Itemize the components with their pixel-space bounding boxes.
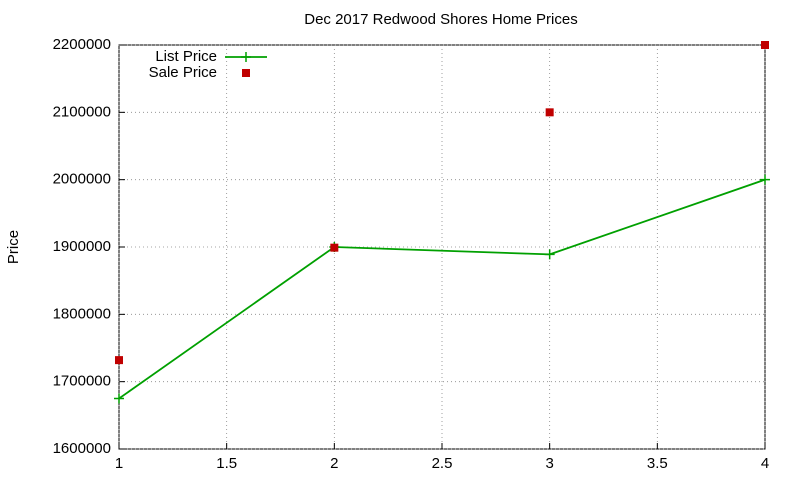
legend-label: Sale Price [149, 64, 217, 81]
legend-marker [241, 52, 251, 62]
x-tick-label: 1 [115, 455, 123, 472]
x-tick-label: 3.5 [647, 455, 668, 472]
x-tick-label: 3 [545, 455, 553, 472]
x-tick-label: 4 [761, 455, 769, 472]
y-tick-label: 2000000 [53, 171, 111, 188]
data-point [115, 356, 123, 365]
y-axis-label: Price [5, 230, 22, 264]
x-tick-label: 2.5 [432, 455, 453, 472]
y-tick-label: 2100000 [53, 103, 111, 120]
y-tick-label: 1800000 [53, 305, 111, 322]
y-tick-label: 2200000 [53, 36, 111, 53]
x-tick-label: 2 [330, 455, 338, 472]
legend-label: List Price [155, 48, 217, 65]
data-point [761, 41, 769, 49]
chart-title: Dec 2017 Redwood Shores Home Prices [304, 11, 577, 28]
y-tick-label: 1900000 [53, 238, 111, 255]
series-line [118, 178, 766, 400]
data-point [545, 108, 554, 117]
y-tick-label: 1700000 [53, 373, 111, 390]
legend-marker [242, 69, 250, 77]
data-point [114, 393, 124, 404]
y-tick-label: 1600000 [53, 440, 111, 457]
x-tick-label: 1.5 [216, 455, 237, 472]
data-point [330, 243, 339, 252]
data-point [544, 249, 555, 260]
data-point [760, 174, 770, 185]
